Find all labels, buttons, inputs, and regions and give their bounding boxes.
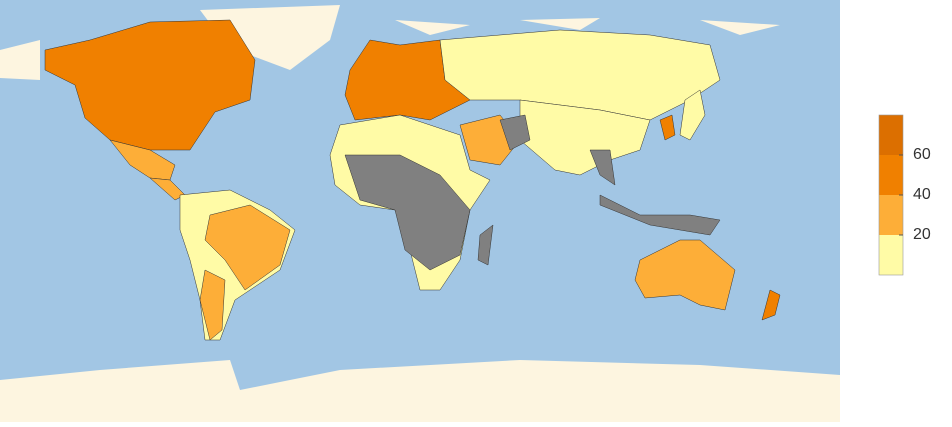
legend-tick-label: 60	[913, 146, 931, 163]
map	[0, 0, 840, 422]
legend-bin	[879, 115, 903, 155]
new-zealand	[761, 289, 781, 321]
madagascar	[477, 224, 494, 266]
brazil	[204, 204, 291, 291]
legend-bin	[879, 155, 903, 195]
argentina	[199, 269, 226, 341]
africa-no-data	[344, 154, 471, 271]
land-no-data	[0, 40, 40, 80]
greenland	[200, 5, 340, 70]
no-data-region	[499, 114, 531, 151]
legend-tick-label: 20	[913, 226, 931, 243]
australia	[634, 239, 736, 311]
arctic-islands	[395, 18, 780, 35]
antarctica	[0, 360, 840, 422]
russia-asia	[439, 29, 721, 121]
legend-bin	[879, 235, 903, 275]
southeast-asia	[589, 149, 721, 236]
korea	[659, 114, 676, 141]
color-legend: 20 40 60	[878, 114, 931, 276]
legend-tick-label: 40	[913, 186, 931, 203]
japan	[679, 89, 706, 141]
north-america	[44, 19, 256, 151]
legend-bin	[879, 195, 903, 235]
